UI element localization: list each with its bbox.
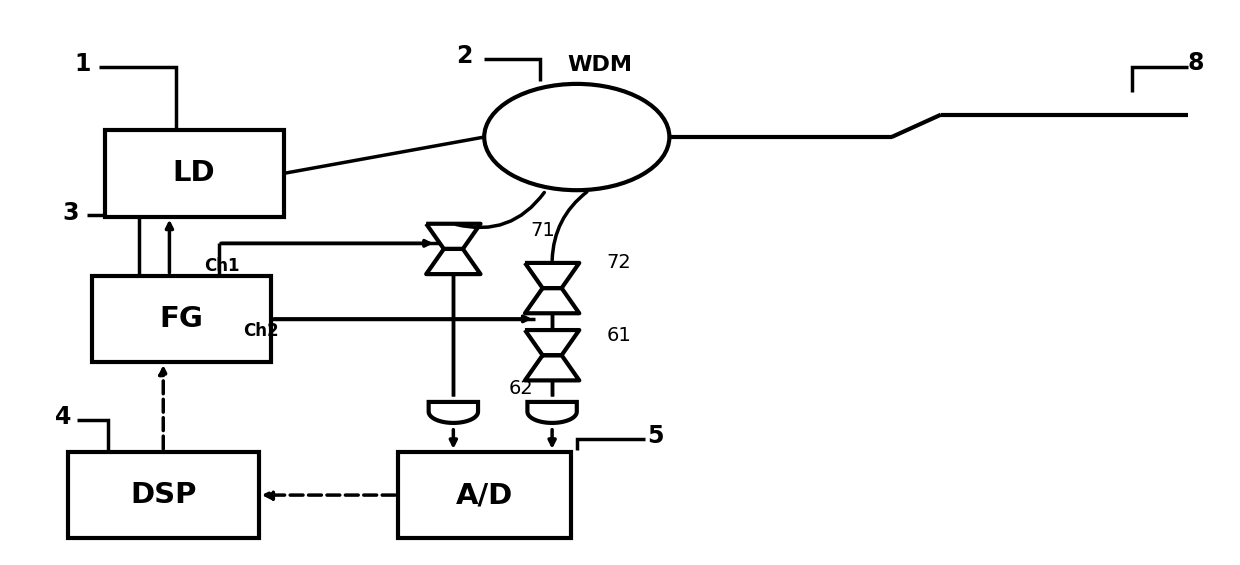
Polygon shape — [525, 288, 579, 313]
Text: WDM: WDM — [567, 55, 632, 76]
Text: DSP: DSP — [130, 481, 196, 509]
Text: FG: FG — [160, 305, 203, 333]
Polygon shape — [527, 402, 577, 423]
Text: 4: 4 — [55, 405, 71, 429]
FancyBboxPatch shape — [104, 130, 284, 217]
FancyBboxPatch shape — [92, 276, 272, 362]
Text: 8: 8 — [1188, 51, 1204, 75]
Polygon shape — [429, 402, 479, 423]
Text: 72: 72 — [606, 254, 631, 272]
Polygon shape — [427, 224, 481, 249]
Polygon shape — [427, 249, 481, 274]
Text: 5: 5 — [647, 424, 663, 449]
Text: 61: 61 — [606, 326, 631, 345]
Ellipse shape — [484, 84, 670, 190]
Polygon shape — [525, 355, 579, 380]
Text: 3: 3 — [62, 201, 78, 224]
FancyBboxPatch shape — [68, 452, 259, 538]
Text: LD: LD — [172, 159, 216, 188]
Text: 62: 62 — [508, 379, 533, 398]
Polygon shape — [525, 263, 579, 288]
Text: Ch2: Ch2 — [243, 322, 279, 340]
Text: 71: 71 — [529, 221, 554, 240]
Text: Ch1: Ch1 — [205, 257, 239, 275]
Text: 2: 2 — [456, 44, 472, 68]
Text: 1: 1 — [74, 53, 91, 76]
Polygon shape — [525, 330, 579, 355]
Text: A/D: A/D — [455, 481, 513, 509]
FancyBboxPatch shape — [398, 452, 570, 538]
